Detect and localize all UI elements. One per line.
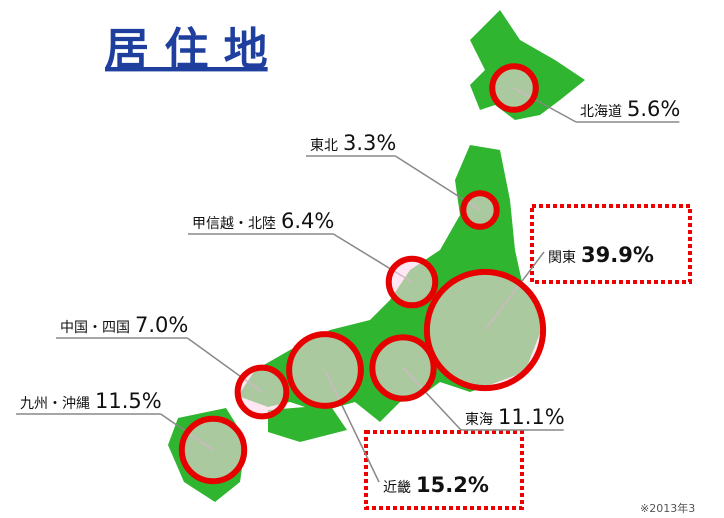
region-value: 11.1% [498, 405, 565, 429]
region-value: 3.3% [343, 131, 396, 155]
region-circle [234, 364, 290, 420]
region-label: 北海道 5.6% [580, 97, 680, 121]
region-name: 東海 [465, 412, 493, 428]
region-name: 近畿 [383, 480, 411, 496]
region-value: 11.5% [95, 389, 162, 413]
region-label: 東海 11.1% [465, 405, 565, 429]
region-label: 東北 3.3% [310, 131, 396, 155]
region-name: 九州・沖縄 [20, 396, 90, 412]
highlight-box [364, 430, 524, 510]
region-label: 中国・四国 7.0% [60, 313, 188, 337]
region-circle [369, 334, 437, 402]
region-label: 九州・沖縄 11.5% [20, 389, 162, 413]
region-value: 7.0% [135, 313, 188, 337]
region-value: 39.9% [581, 243, 654, 267]
note: ※2013年3 [640, 501, 695, 514]
region-value: 5.6% [627, 97, 680, 121]
region-circle [178, 415, 248, 485]
region-circle [489, 63, 539, 113]
region-label: 甲信越・北陸 6.4% [192, 209, 334, 233]
region-name: 甲信越・北陸 [192, 216, 276, 232]
shikoku [268, 405, 347, 442]
region-circle [423, 268, 547, 392]
region-label: 近畿 15.2% [383, 473, 489, 497]
region-circle [286, 331, 364, 409]
region-circle [460, 190, 500, 230]
title: 居 住 地 [105, 24, 268, 75]
region-value: 6.4% [281, 209, 334, 233]
region-name: 北海道 [580, 104, 622, 120]
region-circle [385, 255, 439, 309]
region-name: 東北 [310, 138, 338, 154]
highlight-box [530, 204, 692, 284]
region-name: 関東 [548, 250, 576, 266]
region-label: 関東 39.9% [548, 243, 654, 267]
region-value: 15.2% [416, 473, 489, 497]
region-name: 中国・四国 [60, 320, 130, 336]
